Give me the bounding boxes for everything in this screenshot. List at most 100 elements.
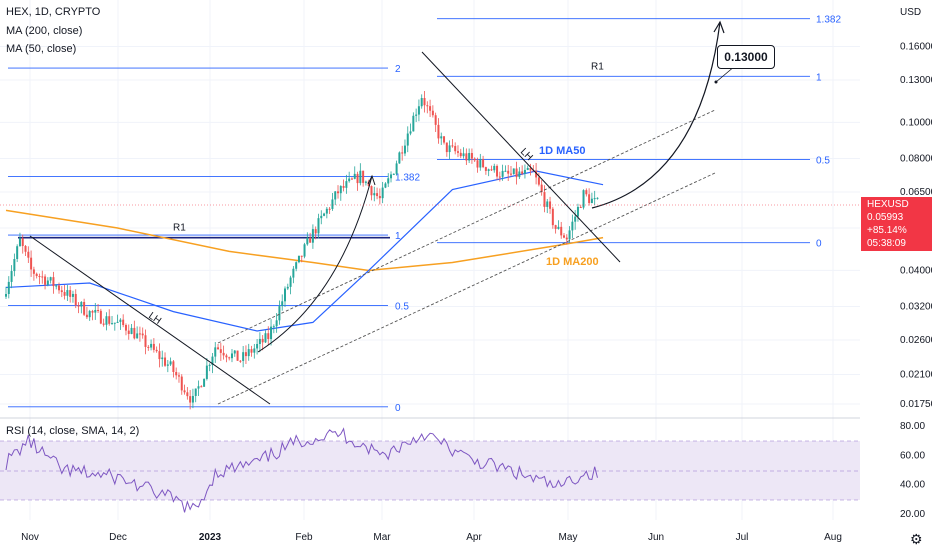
ma50-label: 1D MA50 [539, 145, 585, 157]
candle-body [490, 169, 493, 171]
candle-body [387, 178, 390, 184]
candle-body [348, 178, 351, 182]
candle-body [144, 335, 147, 347]
candle-body [306, 237, 309, 245]
fib-left-label: 1.382 [395, 173, 420, 184]
candle-body [208, 364, 211, 366]
gear-icon[interactable]: ⚙ [910, 531, 923, 547]
candle-body [21, 238, 24, 246]
candle-body [292, 268, 295, 278]
candle-body [576, 206, 579, 217]
candle-body [270, 326, 273, 340]
candle-body [124, 325, 127, 331]
candle-body [337, 191, 340, 194]
candle-body [415, 114, 418, 116]
candle-body [526, 167, 529, 170]
candle-body [487, 169, 490, 171]
candle-body [5, 294, 7, 297]
candle-body [138, 333, 141, 335]
candle-body [236, 350, 239, 361]
candle-body [342, 186, 345, 188]
candle-body [554, 225, 557, 229]
candle-body [175, 371, 178, 376]
candle-body [83, 301, 86, 315]
candle-body [356, 173, 359, 184]
candle-body [395, 163, 398, 174]
rsi-tick-label: 60.00 [900, 450, 925, 461]
x-tick-label: Jul [736, 532, 749, 543]
candle-body [32, 269, 35, 274]
candle-body [211, 356, 214, 365]
candle-body [568, 230, 571, 240]
candle-body [362, 170, 365, 183]
candle-body [437, 124, 440, 139]
candle-body [549, 201, 552, 209]
candle-body [242, 352, 245, 361]
candle-body [470, 153, 473, 159]
x-tick-label: Mar [373, 532, 391, 543]
rsi-band [0, 441, 860, 500]
candle-body [214, 347, 217, 357]
price-tag-price: 0.05993 [867, 212, 904, 223]
target-callout: 0.13000 [717, 45, 775, 69]
candle-body [323, 213, 326, 216]
candle-body [247, 349, 250, 357]
candle-body [596, 197, 599, 199]
rsi-tick-label: 20.00 [900, 509, 925, 520]
candle-body [392, 173, 395, 175]
projection-arrow-future [591, 21, 721, 209]
candle-body [417, 106, 420, 115]
candle-body [130, 327, 133, 334]
candle-body [403, 145, 406, 154]
candle-body [122, 319, 125, 326]
candle-body [297, 255, 300, 263]
candle-body [261, 338, 264, 343]
candle-body [108, 316, 111, 324]
candle-body [69, 290, 72, 297]
price-tag: HEXUSD 0.05993 +85.14% 05:38:09 [861, 197, 932, 251]
candle-body [205, 365, 208, 379]
x-tick-label: Apr [466, 532, 482, 543]
candle-body [529, 167, 532, 171]
candle-body [532, 170, 535, 172]
candle-body [512, 168, 515, 174]
candle-body [426, 105, 429, 107]
candle-body [543, 192, 546, 207]
ma200-label: 1D MA200 [546, 256, 599, 268]
fib-left-label: 0.5 [395, 301, 409, 312]
candle-body [462, 153, 465, 157]
candle-body [272, 326, 275, 328]
candles [5, 91, 599, 410]
candle-body [60, 290, 63, 293]
candle-body [99, 310, 102, 324]
candle-body [468, 153, 471, 161]
x-tick-label: 2023 [199, 532, 222, 543]
candle-body [585, 190, 588, 195]
candle-body [38, 276, 41, 278]
fib-left-label: 2 [395, 64, 401, 75]
candle-body [281, 301, 284, 307]
candle-body [373, 193, 376, 196]
channel-lower [217, 172, 716, 405]
rsi-polyline [5, 427, 598, 513]
candle-body [560, 226, 563, 236]
candle-body [203, 378, 206, 387]
candle-body [183, 390, 186, 393]
candle-body [152, 343, 155, 350]
fib-right-label: 1 [816, 72, 822, 83]
candle-body [133, 327, 136, 339]
legend-symbol: HEX, 1D, CRYPTO [6, 6, 101, 18]
candle-body [66, 290, 69, 296]
price-tag-change: +85.14% [867, 225, 907, 236]
candle-body [97, 310, 100, 312]
candle-body [286, 286, 289, 289]
candle-body [264, 333, 267, 343]
candle-body [74, 293, 77, 306]
candle-body [431, 110, 434, 116]
projection-arrow-past [257, 175, 373, 353]
currency-label: USD [900, 7, 922, 18]
